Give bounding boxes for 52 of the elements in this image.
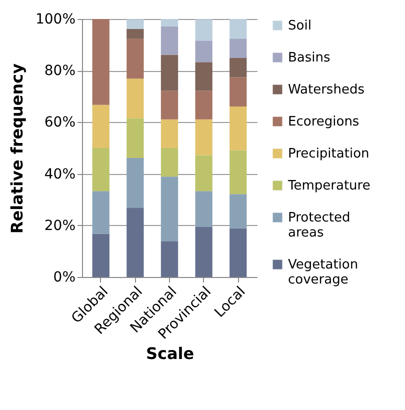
- x-axis-title: Scale: [146, 344, 194, 363]
- bar: [126, 19, 144, 30]
- y-tick-label: 20%: [44, 218, 76, 234]
- bar: [195, 19, 212, 41]
- legend-label: Soil: [288, 18, 312, 34]
- bar: [195, 90, 212, 120]
- bar: [160, 90, 178, 120]
- bar: [92, 234, 110, 277]
- bar: [230, 194, 247, 228]
- bar: [195, 119, 212, 156]
- legend-label: Temperature: [287, 178, 370, 194]
- bar: [126, 118, 144, 158]
- legend-label: Ecoregions: [288, 114, 360, 130]
- legend-label: Basins: [288, 50, 331, 66]
- legend-label: Vegetation coverage: [288, 258, 358, 288]
- y-tick-label: 60%: [44, 114, 76, 131]
- y-tick-label: 80%: [44, 63, 76, 80]
- bar: [195, 226, 212, 277]
- bar: [160, 26, 178, 55]
- bar: [230, 58, 247, 78]
- bar: [92, 104, 110, 148]
- bar: [126, 208, 144, 277]
- bar: [160, 54, 178, 91]
- bar: [195, 191, 212, 227]
- bar: [230, 228, 247, 277]
- bar: [230, 77, 247, 106]
- bar: [195, 155, 212, 192]
- bar: [126, 38, 144, 79]
- bar: [160, 119, 178, 148]
- legend-label: Watersheds: [288, 82, 365, 98]
- legend-label: Precipitation: [288, 146, 370, 162]
- bar: [92, 148, 110, 192]
- bar: [230, 106, 247, 150]
- y-tick-label: 0%: [53, 270, 76, 286]
- bar: [160, 176, 178, 242]
- bar: [195, 62, 212, 91]
- bar: [92, 19, 110, 105]
- bar: [230, 38, 247, 58]
- bar: [230, 19, 247, 39]
- bar: [160, 241, 178, 277]
- bar: [126, 29, 144, 39]
- bar: [126, 158, 144, 208]
- bar: [160, 19, 178, 26]
- bar: [230, 150, 247, 194]
- bar: [92, 191, 110, 234]
- y-tick-label: 100%: [35, 12, 76, 28]
- y-tick-label: 40%: [44, 166, 76, 182]
- bar: [126, 78, 144, 118]
- y-axis-title: Relative frequency: [7, 62, 26, 234]
- legend-label: Protected areas: [288, 210, 350, 240]
- bar: [160, 148, 178, 177]
- bar: [195, 40, 212, 62]
